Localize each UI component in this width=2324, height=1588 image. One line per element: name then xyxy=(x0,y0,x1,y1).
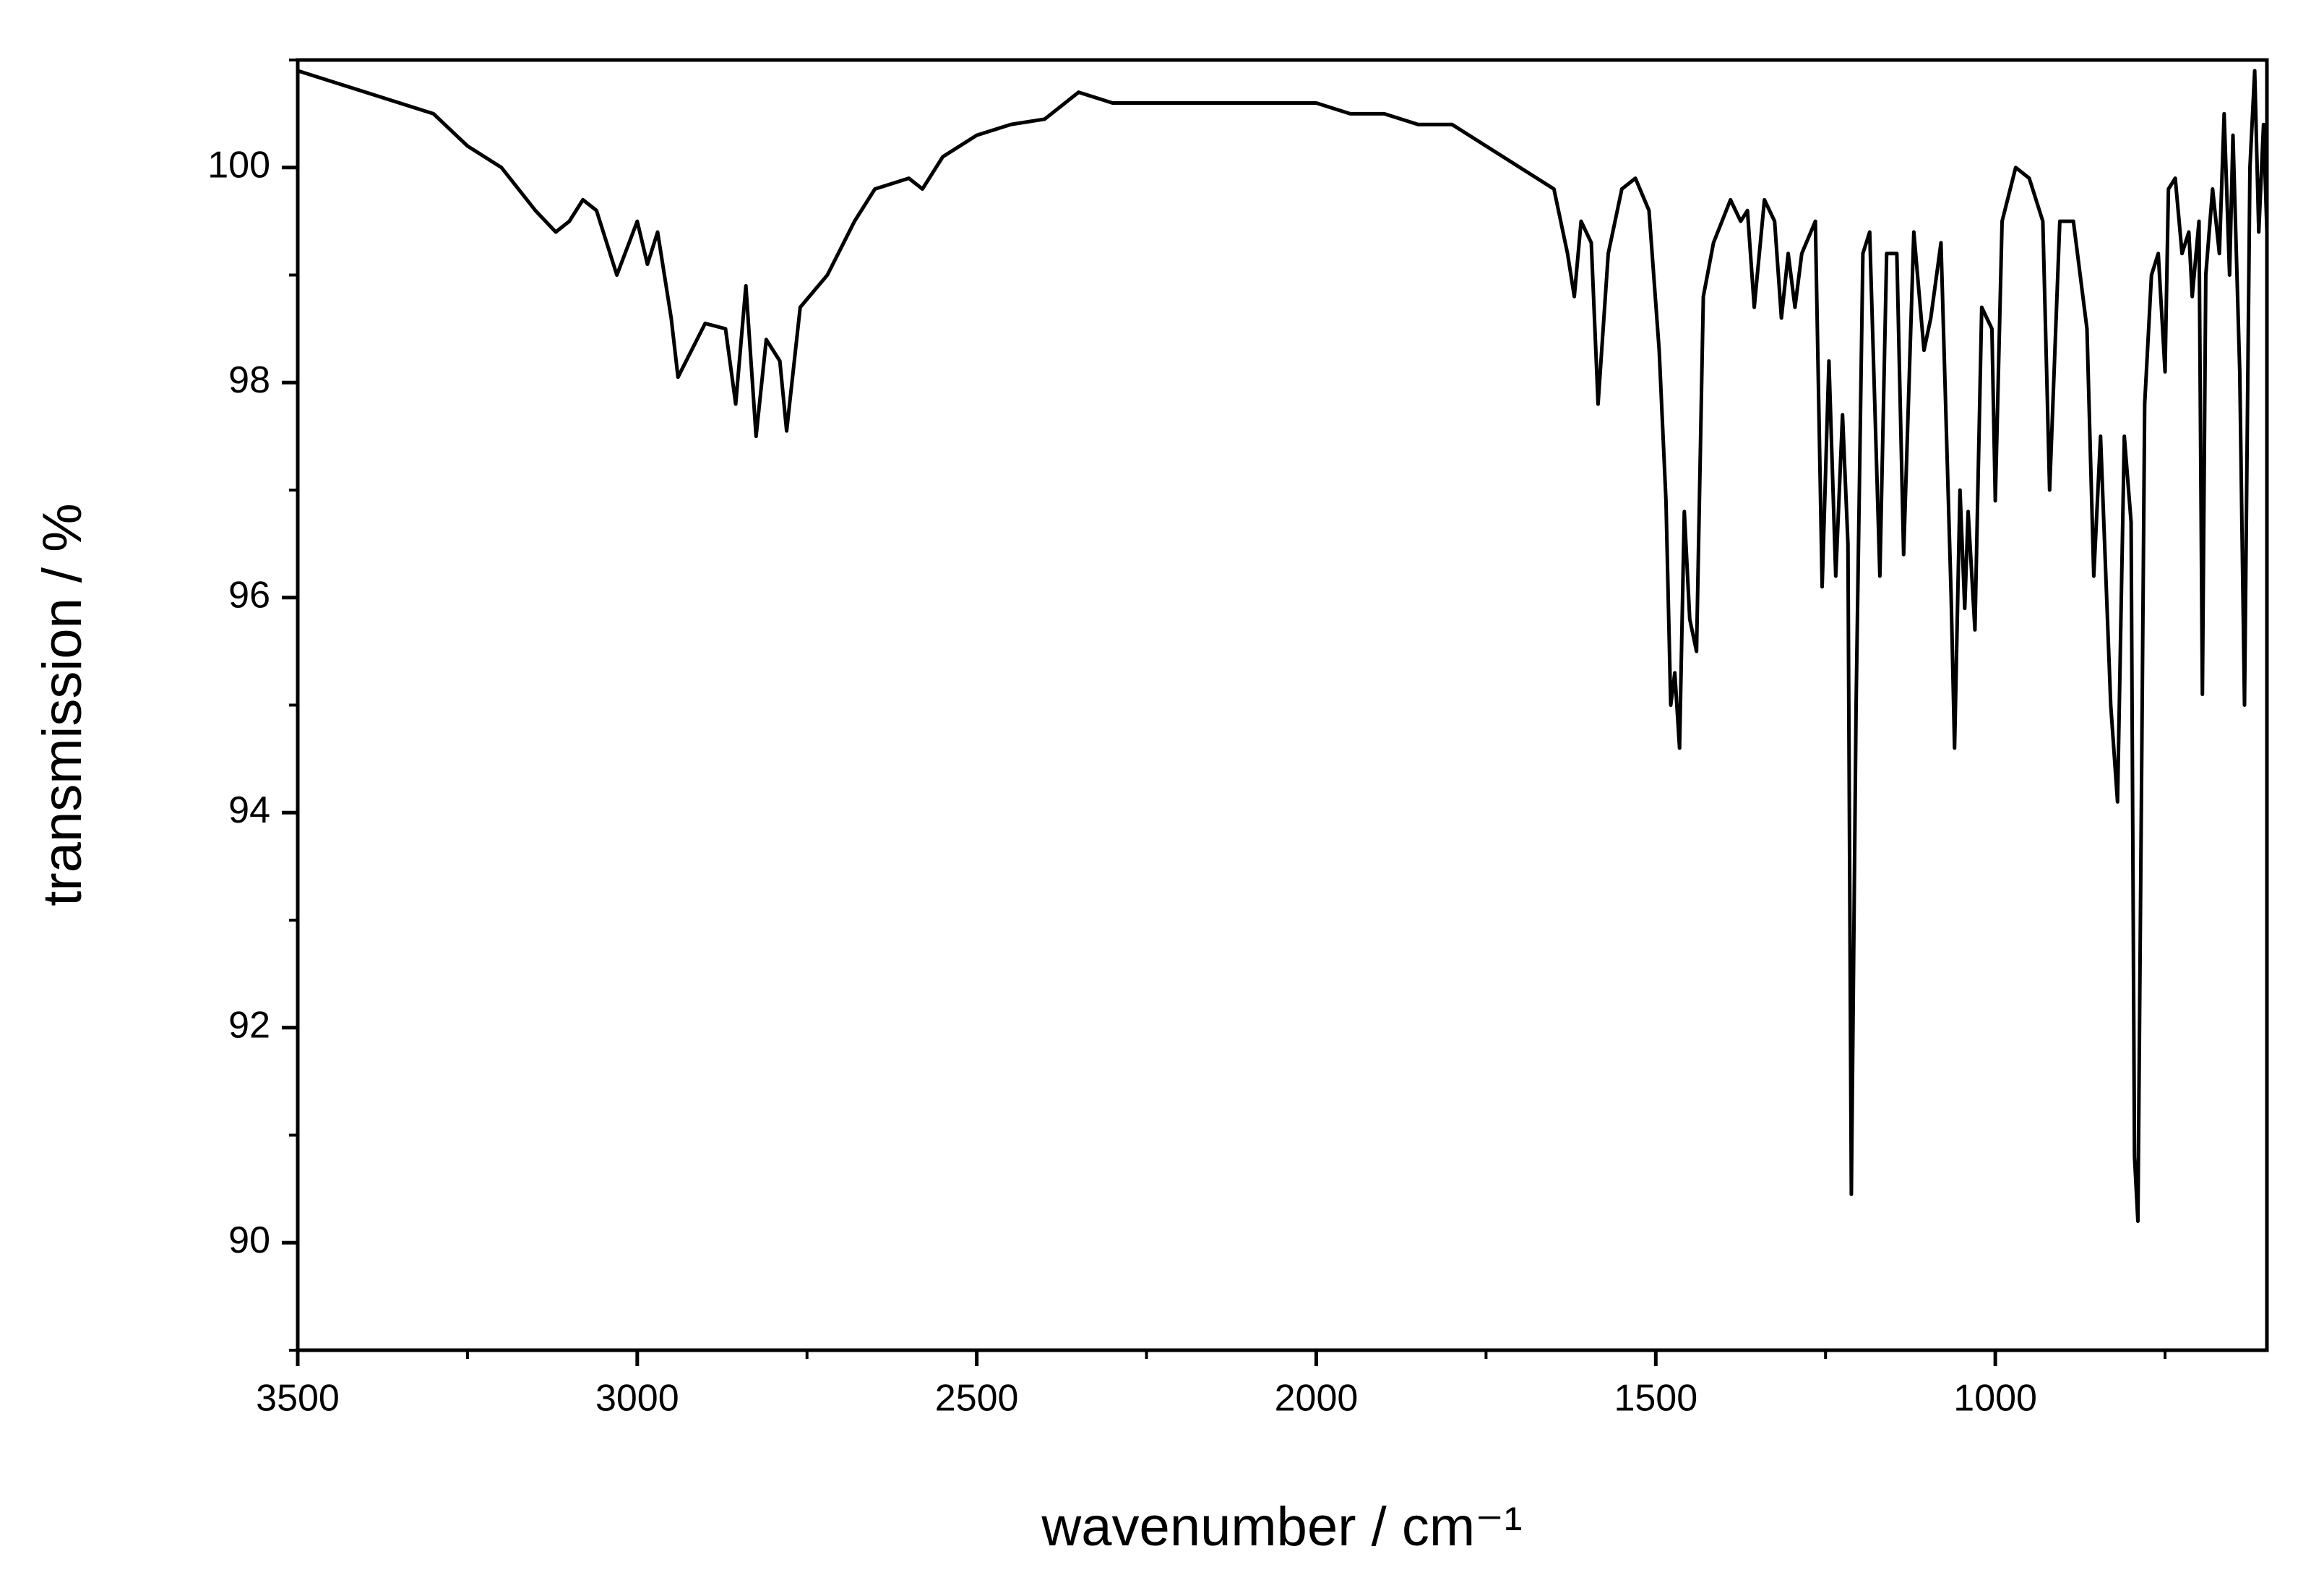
x-tick-label: 2000 xyxy=(1275,1378,1359,1420)
y-tick-label: 96 xyxy=(228,574,270,616)
x-tick-label: 3000 xyxy=(595,1378,679,1420)
y-tick-label: 100 xyxy=(207,144,270,186)
x-axis-label: wavenumber / cm⁻¹ xyxy=(1041,1496,1522,1558)
x-tick-label: 1500 xyxy=(1614,1378,1697,1420)
y-axis-label: transmission / % xyxy=(32,503,93,906)
x-tick-label: 2500 xyxy=(935,1378,1019,1420)
plot-frame xyxy=(296,58,2269,1352)
y-tick-label: 92 xyxy=(228,1004,270,1046)
x-tick-label: 1000 xyxy=(1953,1378,2037,1420)
y-tick-label: 90 xyxy=(228,1219,270,1261)
spectrum-line xyxy=(297,69,2269,1223)
y-tick-label: 98 xyxy=(228,359,270,401)
x-tick-label: 3500 xyxy=(256,1378,340,1420)
y-tick-label: 94 xyxy=(228,789,270,831)
